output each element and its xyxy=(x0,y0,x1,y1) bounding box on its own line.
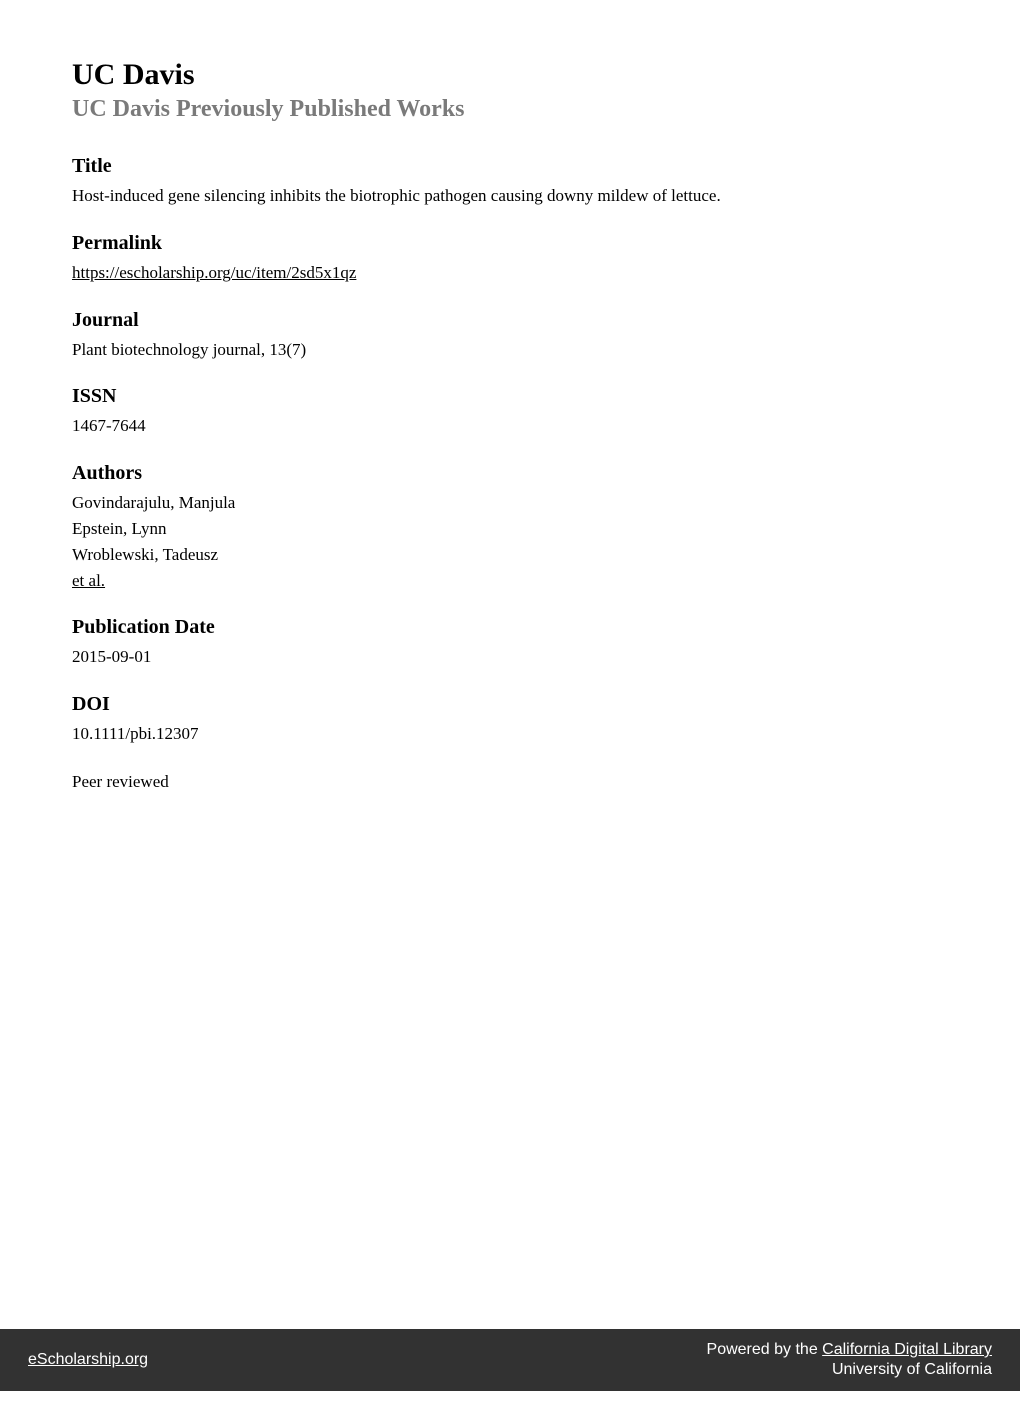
journal-section: Journal Plant biotechnology journal, 13(… xyxy=(72,309,948,362)
doi-text: 10.1111/pbi.12307 xyxy=(72,722,948,746)
issn-text: 1467-7644 xyxy=(72,414,948,438)
journal-text: Plant biotechnology journal, 13(7) xyxy=(72,338,948,362)
authors-section: Authors Govindarajulu, Manjula Epstein, … xyxy=(72,462,948,592)
footer-right: Powered by the California Digital Librar… xyxy=(707,1341,992,1379)
author-item: Epstein, Lynn xyxy=(72,517,948,541)
authors-heading: Authors xyxy=(72,462,948,485)
title-section: Title Host-induced gene silencing inhibi… xyxy=(72,155,948,208)
issn-section: ISSN 1467-7644 xyxy=(72,385,948,438)
author-item: Wroblewski, Tadeusz xyxy=(72,543,948,567)
permalink-section: Permalink https://escholarship.org/uc/it… xyxy=(72,232,948,285)
doi-heading: DOI xyxy=(72,693,948,716)
doi-section: DOI 10.1111/pbi.12307 xyxy=(72,693,948,746)
authors-et-al[interactable]: et al. xyxy=(72,569,948,593)
peer-reviewed-text: Peer reviewed xyxy=(72,770,948,794)
title-text: Host-induced gene silencing inhibits the… xyxy=(72,184,948,208)
issn-heading: ISSN xyxy=(72,385,948,408)
journal-heading: Journal xyxy=(72,309,948,332)
pubdate-heading: Publication Date xyxy=(72,616,948,639)
peer-reviewed-section: Peer reviewed xyxy=(72,770,948,794)
author-item: Govindarajulu, Manjula xyxy=(72,491,948,515)
permalink-url[interactable]: https://escholarship.org/uc/item/2sd5x1q… xyxy=(72,261,948,285)
permalink-heading: Permalink xyxy=(72,232,948,255)
title-heading: Title xyxy=(72,155,948,178)
institution-heading: UC Davis xyxy=(72,58,948,92)
footer-prefix: Powered by the xyxy=(707,1341,823,1358)
pubdate-text: 2015-09-01 xyxy=(72,645,948,669)
footer-escholarship-link[interactable]: eScholarship.org xyxy=(28,1351,148,1369)
authors-list: Govindarajulu, Manjula Epstein, Lynn Wro… xyxy=(72,491,948,592)
pubdate-section: Publication Date 2015-09-01 xyxy=(72,616,948,669)
footer-university: University of California xyxy=(707,1361,992,1379)
footer-powered-by: Powered by the California Digital Librar… xyxy=(707,1341,992,1359)
footer-cdl-link[interactable]: California Digital Library xyxy=(822,1341,992,1358)
page-footer: eScholarship.org Powered by the Californ… xyxy=(0,1329,1020,1391)
series-subtitle: UC Davis Previously Published Works xyxy=(72,96,948,123)
